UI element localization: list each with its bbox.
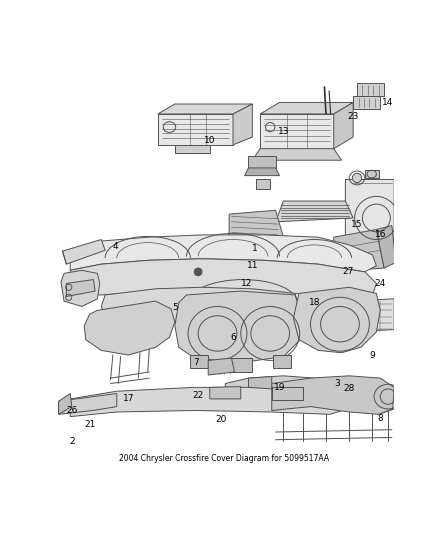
Polygon shape <box>191 355 208 368</box>
Polygon shape <box>70 387 349 417</box>
Polygon shape <box>272 387 303 400</box>
Polygon shape <box>70 235 376 272</box>
Text: 10: 10 <box>204 136 215 146</box>
Text: 7: 7 <box>193 358 199 367</box>
Polygon shape <box>63 239 105 264</box>
Text: 1: 1 <box>252 244 258 253</box>
Polygon shape <box>225 376 334 405</box>
Polygon shape <box>334 230 384 272</box>
Polygon shape <box>158 104 252 114</box>
Polygon shape <box>365 170 379 178</box>
Text: 5: 5 <box>172 303 178 312</box>
Text: 18: 18 <box>309 298 320 307</box>
Polygon shape <box>260 114 334 149</box>
Polygon shape <box>346 180 394 272</box>
Polygon shape <box>322 270 365 318</box>
Text: 13: 13 <box>278 127 289 136</box>
Polygon shape <box>175 291 303 363</box>
Polygon shape <box>233 104 252 145</box>
Text: 26: 26 <box>66 406 78 415</box>
Polygon shape <box>210 386 241 399</box>
Text: 2004 Chrysler Crossfire Cover Diagram for 5099517AA: 2004 Chrysler Crossfire Cover Diagram fo… <box>120 454 329 463</box>
Text: 16: 16 <box>374 230 386 239</box>
Polygon shape <box>175 145 210 152</box>
Ellipse shape <box>352 173 362 182</box>
Polygon shape <box>245 168 279 175</box>
Polygon shape <box>318 299 394 334</box>
Polygon shape <box>357 83 384 96</box>
Polygon shape <box>248 156 276 168</box>
Text: 20: 20 <box>215 415 227 424</box>
Polygon shape <box>84 301 175 355</box>
Polygon shape <box>353 96 380 109</box>
Text: 9: 9 <box>370 351 375 360</box>
Text: 4: 4 <box>113 242 118 251</box>
Text: 28: 28 <box>343 384 355 393</box>
Polygon shape <box>70 259 376 301</box>
Polygon shape <box>229 358 252 372</box>
Text: 6: 6 <box>230 333 236 342</box>
Polygon shape <box>276 201 353 222</box>
Text: 2: 2 <box>69 437 74 446</box>
Polygon shape <box>59 393 72 414</box>
Polygon shape <box>208 358 235 375</box>
Polygon shape <box>61 270 100 306</box>
Polygon shape <box>260 102 353 114</box>
Polygon shape <box>248 377 272 389</box>
Polygon shape <box>59 393 117 414</box>
Ellipse shape <box>194 268 202 276</box>
Polygon shape <box>101 287 299 322</box>
Text: 27: 27 <box>342 268 353 276</box>
Polygon shape <box>272 376 394 414</box>
Text: 3: 3 <box>335 379 340 388</box>
Text: 12: 12 <box>241 279 253 288</box>
Polygon shape <box>256 180 270 189</box>
Polygon shape <box>293 287 380 353</box>
Text: 24: 24 <box>374 279 386 288</box>
Text: 23: 23 <box>347 112 359 121</box>
Text: 11: 11 <box>247 261 258 270</box>
Polygon shape <box>273 355 291 368</box>
Text: 17: 17 <box>123 394 134 403</box>
Polygon shape <box>252 149 342 160</box>
Polygon shape <box>229 210 283 245</box>
Text: 15: 15 <box>351 220 363 229</box>
Text: 19: 19 <box>274 383 285 392</box>
Polygon shape <box>334 102 353 149</box>
Text: 8: 8 <box>378 414 383 423</box>
Text: 22: 22 <box>192 391 204 400</box>
Polygon shape <box>376 225 396 268</box>
Polygon shape <box>67 280 95 296</box>
Text: 21: 21 <box>84 420 95 429</box>
Polygon shape <box>158 114 233 145</box>
Text: 14: 14 <box>382 98 394 107</box>
